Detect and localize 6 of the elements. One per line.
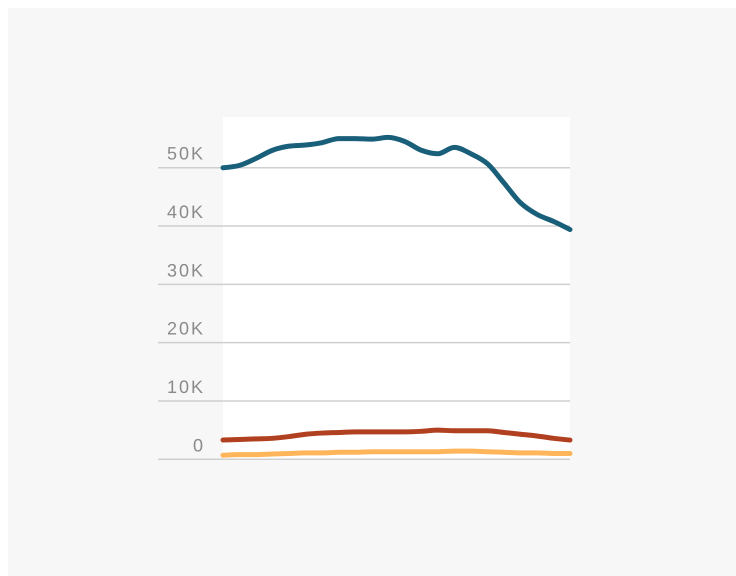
- y-tick-label: 30K: [166, 260, 205, 280]
- y-tick-label: 50K: [166, 144, 205, 164]
- y-tick-label: 10K: [166, 376, 205, 397]
- y-tick-label: 20K: [166, 318, 205, 339]
- y-tick-label: 40K: [166, 202, 205, 222]
- y-tick-label: 0: [192, 435, 205, 456]
